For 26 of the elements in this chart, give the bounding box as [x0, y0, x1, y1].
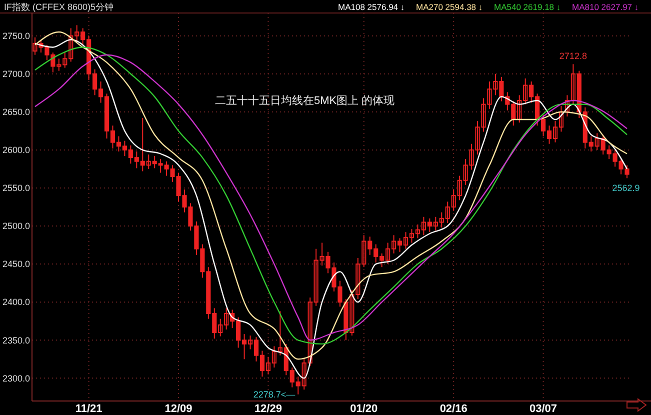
y-tick-label: 2650.0 — [2, 107, 30, 118]
x-tick-label: 02/16 — [440, 403, 468, 415]
text: MA270 2594.38 ↓ — [416, 2, 483, 12]
y-tick-label: 2750.0 — [2, 30, 30, 41]
x-tick-label: 11/21 — [75, 403, 102, 415]
text: MA810 2627.97 ↓ — [572, 2, 639, 12]
text: MA108 2576.94 ↓ — [338, 2, 405, 12]
y-tick-label: 2600.0 — [2, 145, 30, 156]
annotation: 2278.7<— — [253, 389, 296, 400]
y-tick-label: 2500.0 — [2, 221, 30, 232]
x-tick-label: 01/20 — [350, 403, 378, 415]
annotation: 2712.8 — [559, 51, 587, 62]
y-tick-label: 2700.0 — [2, 69, 30, 80]
text: MA540 2619.18 ↓ — [494, 2, 561, 12]
x-tick-label: 12/29 — [254, 403, 282, 415]
y-tick-label: 2450.0 — [2, 259, 30, 270]
candlestick — [564, 94, 570, 117]
y-tick-label: 2400.0 — [2, 297, 30, 308]
x-tick-label: 03/07 — [530, 403, 558, 415]
x-tick-label: 12/09 — [164, 403, 192, 415]
annotation: 2562.9 — [612, 183, 640, 194]
y-tick-label: 2550.0 — [2, 183, 30, 194]
y-tick-label: 2350.0 — [2, 335, 30, 346]
annotation: 二五十十五日均线在5MK图上 的体现 — [215, 94, 395, 107]
y-tick-label: 2300.0 — [2, 373, 30, 384]
chart-title: IF指数 (CFFEX 8600)5分钟 — [4, 2, 114, 12]
